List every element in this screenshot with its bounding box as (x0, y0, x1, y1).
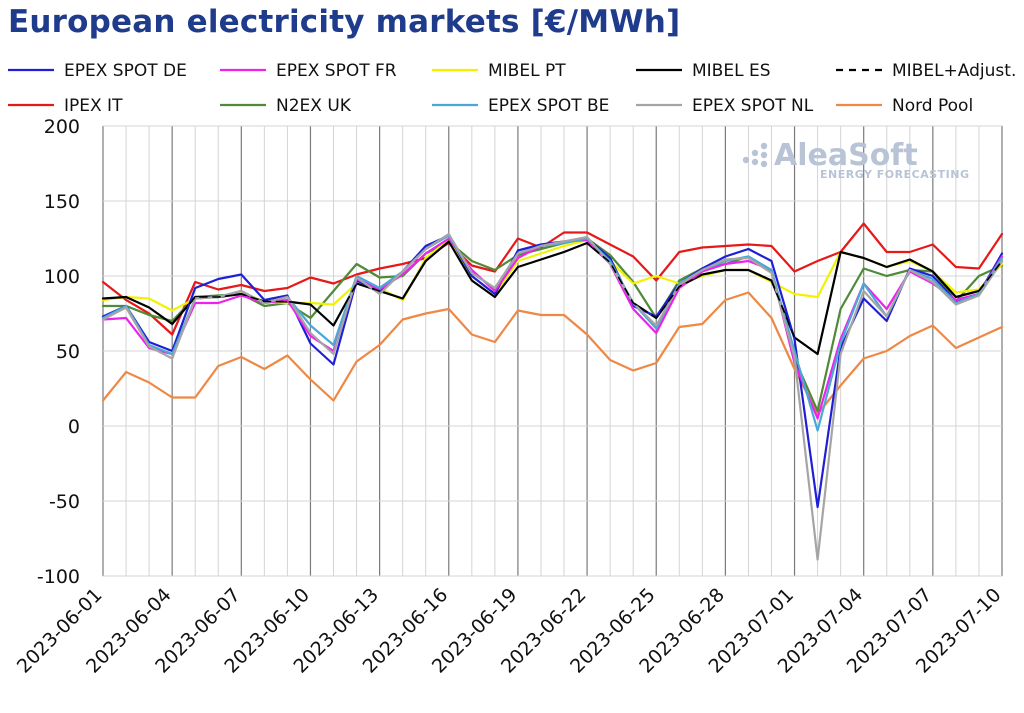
y-tick-label: 150 (44, 191, 80, 213)
watermark-tagline: ENERGY FORECASTING (820, 168, 969, 181)
legend-label: Nord Pool (892, 96, 973, 116)
y-tick-label: -50 (49, 491, 80, 513)
y-tick-label: 200 (44, 116, 80, 138)
y-tick-label: 50 (56, 341, 80, 363)
series-line-8 (101, 232, 1004, 561)
legend-label: EPEX SPOT BE (488, 96, 609, 116)
axis-labels: 200150100500-50-1002023-06-012023-06-042… (13, 116, 1006, 678)
y-tick-label: 0 (68, 416, 80, 438)
y-tick-label: 100 (44, 266, 80, 288)
legend-label: EPEX SPOT DE (64, 61, 187, 81)
series-line-6 (101, 237, 1004, 413)
legend-label: EPEX SPOT NL (692, 96, 814, 116)
legend-label: IPEX IT (64, 96, 123, 116)
chart-title: European electricity markets [€/MWh] (8, 4, 681, 40)
legend: EPEX SPOT DE EPEX SPOT FR MIBEL PT MIBEL ES… (8, 61, 1016, 116)
y-tick-label: -100 (37, 566, 80, 588)
watermark: AleaSoft ENERGY FORECASTING (742, 138, 969, 181)
series-lines (101, 222, 1004, 561)
legend-label: EPEX SPOT FR (276, 61, 397, 81)
grid-lines (102, 125, 1003, 577)
legend-label: MIBEL ES (692, 61, 771, 81)
aleasoft-logo-icon (742, 142, 768, 168)
series-line-4 (102, 240, 1003, 355)
watermark-brand: AleaSoft (774, 138, 918, 173)
series-line-1 (101, 237, 1004, 420)
series-line-5 (101, 222, 1004, 336)
series-line-7 (101, 234, 1004, 432)
series-line-9 (101, 291, 1004, 416)
legend-label: N2EX UK (276, 96, 352, 116)
legend-label: MIBEL PT (488, 61, 566, 81)
legend-label: MIBEL+Adjust. (892, 61, 1016, 81)
